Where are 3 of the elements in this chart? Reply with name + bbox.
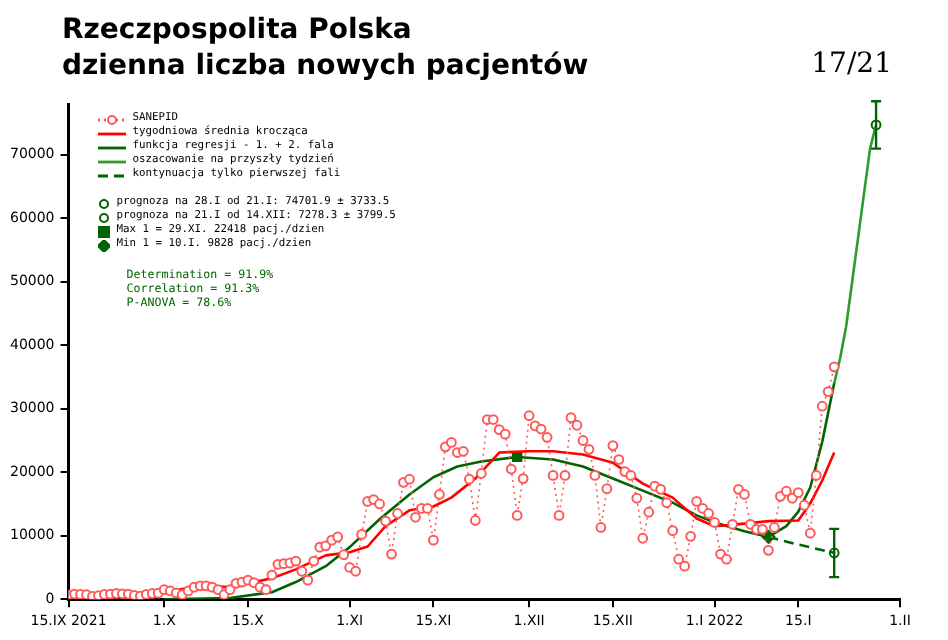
chart-subtitle: dzienna liczba nowych pacjentów (62, 50, 589, 82)
chart-title: Rzeczpospolita Polska (62, 14, 412, 46)
text: 17/21 (811, 48, 892, 80)
